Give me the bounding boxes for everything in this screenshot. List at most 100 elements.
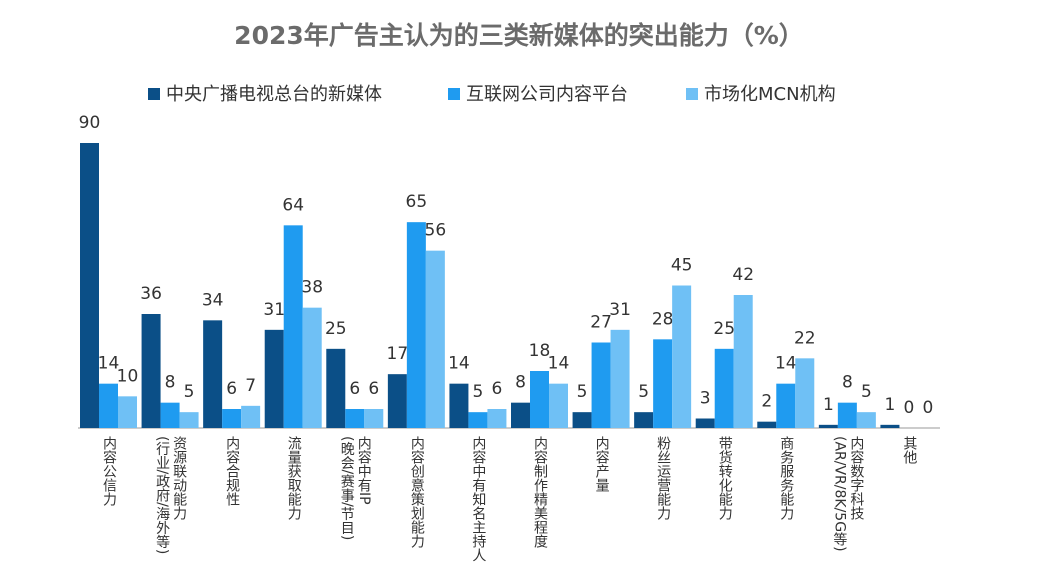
value-label: 2 (761, 392, 772, 412)
legend-swatch (686, 88, 698, 100)
x-tick-label: 内容数字科技 (AR/VR/8K/5G等) (831, 436, 865, 552)
value-label: 25 (325, 319, 347, 339)
value-label: 34 (202, 290, 224, 310)
bar (387, 374, 407, 428)
value-label: 6 (492, 379, 503, 399)
value-label: 1 (823, 395, 834, 415)
x-tick-label: 内容产量 (593, 436, 610, 492)
value-label: 36 (140, 284, 162, 304)
value-label: 5 (861, 382, 872, 402)
bar (241, 405, 261, 428)
bar (591, 342, 611, 428)
legend-swatch (448, 88, 460, 100)
bar (653, 339, 673, 428)
bar (345, 409, 365, 428)
legend-label: 互联网公司内容平台 (466, 84, 628, 105)
value-label: 3 (700, 389, 711, 409)
x-tick-label: 内容制作精美程度 (532, 436, 548, 548)
x-tick-label: 商务服务能力 (778, 436, 795, 520)
value-label: 31 (609, 300, 631, 320)
bar (302, 307, 322, 428)
value-label: 42 (732, 265, 754, 285)
legend-swatch (148, 88, 160, 100)
value-label: 18 (529, 341, 551, 361)
value-label: 0 (904, 398, 915, 418)
bar (364, 409, 384, 428)
value-label: 17 (387, 344, 409, 364)
value-label: 10 (117, 366, 139, 386)
value-label: 14 (775, 354, 797, 374)
bar (795, 358, 815, 428)
bar (80, 143, 99, 428)
value-label: 8 (515, 373, 526, 393)
bar (118, 396, 137, 428)
x-tick-label: 流量获取能力 (285, 436, 302, 520)
value-label: 45 (671, 256, 693, 276)
value-label: 90 (79, 113, 101, 133)
value-label: 8 (842, 373, 853, 393)
value-label: 14 (448, 354, 470, 374)
bar (634, 412, 654, 428)
value-label: 6 (349, 379, 360, 399)
bar (757, 421, 777, 428)
bar (672, 285, 692, 428)
value-label: 5 (473, 382, 484, 402)
bar (880, 424, 900, 428)
bar (326, 348, 346, 428)
bar (141, 314, 161, 428)
bar (776, 383, 796, 428)
value-label: 8 (165, 373, 176, 393)
value-label: 1 (885, 395, 896, 415)
bar (549, 383, 568, 428)
bar (511, 402, 530, 428)
bar (610, 329, 630, 428)
value-label: 22 (794, 328, 816, 348)
value-label: 64 (282, 195, 304, 215)
value-label: 56 (425, 221, 447, 241)
x-tick-label: 粉丝运营能力 (655, 436, 672, 520)
x-tick-label: 内容公信力 (101, 436, 117, 506)
chart-title: 2023年广告主认为的三类新媒体的突出能力（%） (234, 21, 804, 50)
value-label: 5 (638, 382, 649, 402)
bar (222, 409, 242, 428)
value-label: 6 (226, 379, 237, 399)
bar (695, 418, 715, 428)
bar (714, 348, 734, 428)
value-label: 14 (98, 354, 120, 374)
value-label: 38 (301, 278, 323, 298)
bar (283, 225, 303, 428)
bar (160, 402, 180, 428)
bar (572, 412, 592, 428)
bar (818, 424, 838, 428)
bar (179, 412, 199, 428)
value-label: 7 (245, 376, 256, 396)
value-label: 65 (406, 192, 428, 212)
value-label: 31 (263, 300, 285, 320)
x-tick-label: 内容中有IP (晚会/赛事/节目) (338, 436, 372, 541)
bar (264, 329, 284, 428)
bar (530, 371, 549, 428)
value-label: 5 (577, 382, 588, 402)
bar (468, 412, 488, 428)
bar (733, 295, 753, 428)
x-tick-label: 带货转化能力 (716, 436, 733, 520)
value-label: 5 (184, 382, 195, 402)
x-tick-label: 内容中有知名主持人 (470, 436, 487, 562)
x-tick-label: 资源联动能力 (行业/政府/海外等) (154, 436, 188, 555)
bar (425, 250, 445, 428)
value-label: 28 (652, 309, 674, 329)
bar (203, 320, 223, 428)
x-tick-label: 其他 (901, 436, 918, 464)
bar (856, 412, 876, 428)
value-label: 27 (590, 313, 612, 333)
legend-label: 中央广播电视总台的新媒体 (166, 84, 382, 105)
x-tick-label: 内容合规性 (224, 436, 241, 506)
x-tick-label: 内容创意策划能力 (408, 436, 425, 548)
legend-label: 市场化MCN机构 (704, 84, 836, 105)
bar (406, 222, 426, 428)
bar (449, 383, 469, 428)
value-label: 6 (368, 379, 379, 399)
bar (487, 409, 507, 428)
